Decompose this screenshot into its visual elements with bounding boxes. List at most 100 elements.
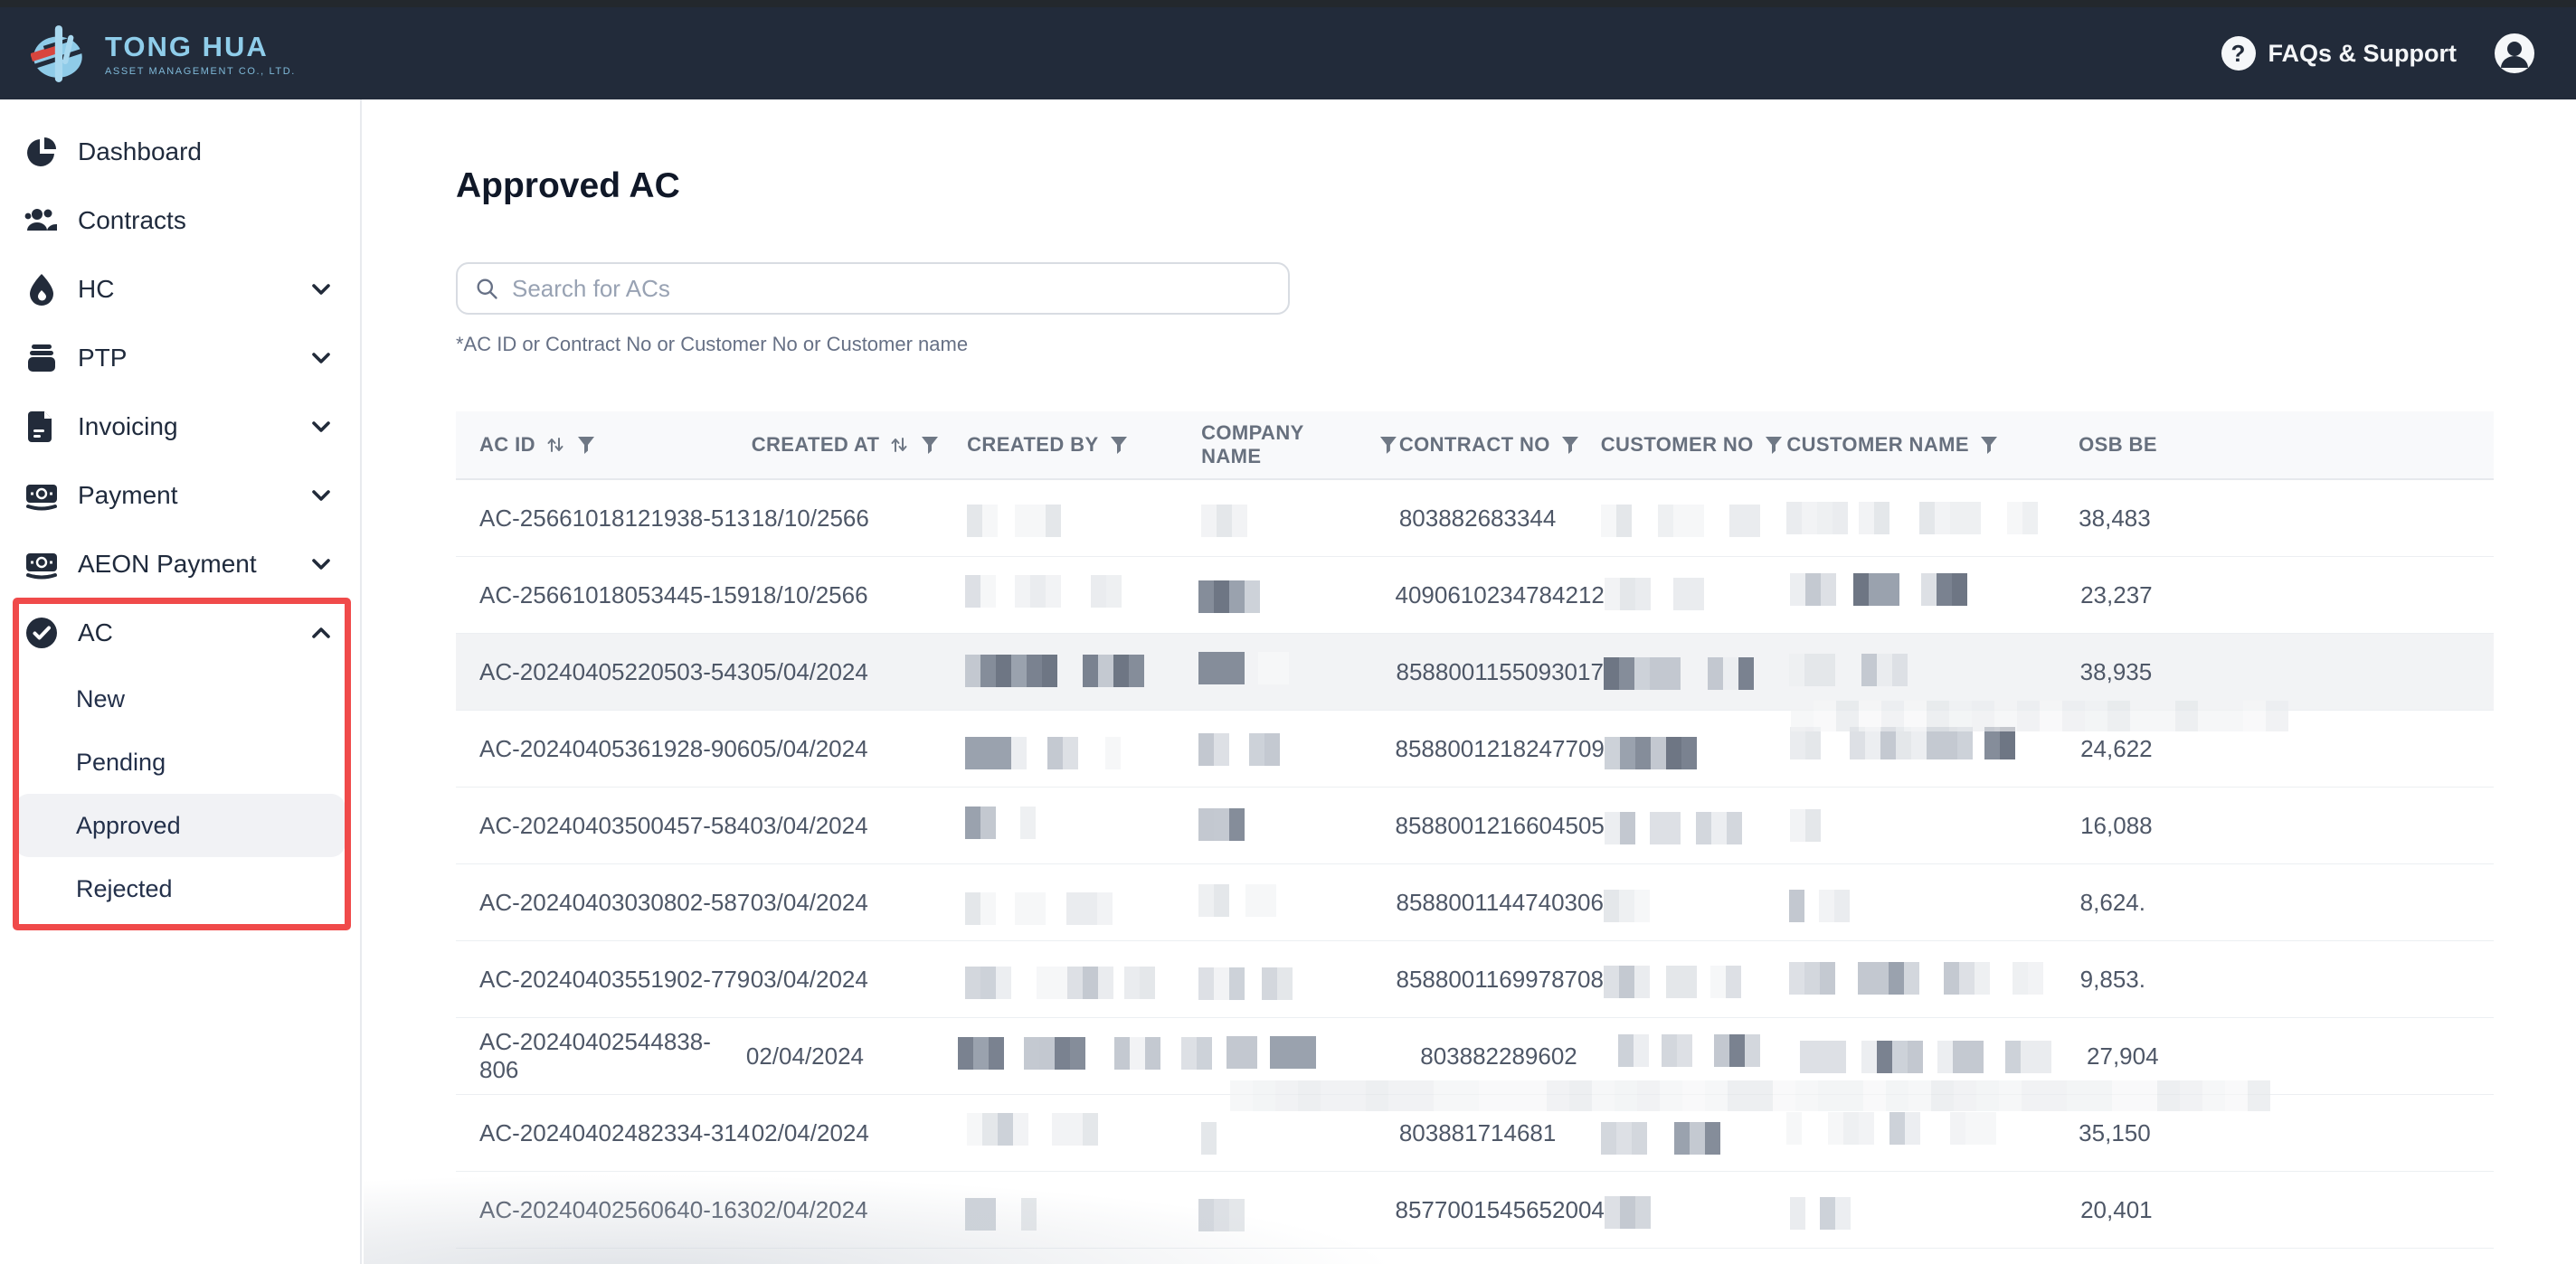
cell-created-at: 02/04/2024 (750, 1195, 868, 1223)
invoicing-icon (24, 409, 60, 445)
cell-created-at: 02/04/2024 (751, 1118, 869, 1146)
sidebar-item-aeon-payment[interactable]: AEON Payment (0, 530, 360, 599)
column-header-ac-id[interactable]: AC ID (456, 411, 752, 478)
filter-icon[interactable] (575, 434, 597, 456)
column-header-customer-no[interactable]: CUSTOMER NO (1601, 411, 1787, 478)
cell-customer-name (1786, 480, 2079, 556)
table-row[interactable]: AC-25661018053445-159 18/10/2566 409061023… (456, 557, 2494, 634)
column-label: AC ID (479, 433, 535, 456)
redacted-text (1198, 967, 1308, 1000)
redacted-text (1604, 578, 1718, 610)
cell-created-by (964, 788, 1198, 863)
sidebar-subitem-pending[interactable]: Pending (76, 748, 166, 776)
table-row[interactable]: AC-20240403551902-779 03/04/2024 858800116… (456, 941, 2494, 1018)
sort-icon[interactable] (545, 433, 566, 457)
redacted-text (964, 737, 1136, 769)
column-header-osb-be: OSB BE (2079, 411, 2494, 478)
column-header-created-by[interactable]: CREATED BY (967, 411, 1201, 478)
sidebar-subitem-rejected[interactable]: Rejected (76, 874, 173, 902)
column-header-created-at[interactable]: CREATED AT (752, 411, 967, 478)
filter-icon[interactable] (1978, 434, 2000, 456)
cell-ac-id: AC-20240402482334-314 (479, 1118, 751, 1146)
filter-icon[interactable] (919, 434, 941, 456)
sidebar-item-invoicing[interactable]: Invoicing (0, 392, 360, 461)
cell-osb: 35,150 (2079, 1118, 2151, 1146)
cell-company-name (1198, 941, 1396, 1017)
cell-company-name (1198, 711, 1396, 787)
filter-icon[interactable] (1108, 434, 1130, 456)
sidebar-item-dashboard[interactable]: Dashboard (0, 118, 360, 186)
redacted-text (1604, 1196, 1670, 1229)
dashboard-icon (24, 134, 60, 170)
cell-company-name (1226, 1018, 1421, 1094)
table-row[interactable]: AC-20240402560640-163 02/04/2024 857700154… (456, 1172, 2494, 1249)
redacted-text (1789, 573, 1980, 606)
redacted-text (1226, 1036, 1334, 1069)
sidebar-subitem-approved[interactable]: Approved (14, 794, 346, 857)
cell-ac-id: AC-20240403030802-587 (479, 888, 751, 916)
redaction-band (1791, 701, 2288, 731)
chevron-down-icon (312, 421, 330, 432)
cell-customer-no (1604, 557, 1790, 633)
column-header-customer-name[interactable]: CUSTOMER NAME (1786, 411, 2079, 478)
table-row[interactable]: AC-20240403030802-587 03/04/2024 858800114… (456, 864, 2494, 941)
cell-company-name (1198, 634, 1396, 710)
filter-icon[interactable] (1378, 434, 1399, 456)
approved-ac-table: AC ID CREATED AT CREATED BY COMPANY NAME CON… (456, 411, 2494, 1264)
sidebar-item-hc[interactable]: HC (0, 255, 360, 324)
payment-icon (24, 477, 60, 514)
chevron-down-icon (312, 353, 330, 363)
cell-osb: 27,904 (2087, 1042, 2159, 1070)
cell-company-name (1201, 1095, 1399, 1171)
cell-customer-name (1789, 557, 2080, 633)
column-header-company-name[interactable]: COMPANY NAME (1201, 411, 1399, 478)
redacted-text (1201, 1122, 1235, 1155)
cell-osb: 8,624. (2079, 888, 2145, 916)
brand-logo: TONG HUA ASSET MANAGEMENT CO., LTD. (31, 24, 296, 83)
cell-ac-id: AC-20240403500457-584 (479, 811, 751, 839)
cell-company-name (1198, 557, 1396, 633)
help-icon: ? (2221, 36, 2256, 71)
redacted-text (1786, 502, 2066, 534)
redacted-text (1198, 884, 1295, 917)
sidebar-item-ptp[interactable]: PTP (0, 324, 360, 392)
cell-created-at: 03/04/2024 (750, 811, 868, 839)
redacted-text (964, 1198, 1061, 1231)
redacted-text (1604, 737, 1711, 769)
topbar: TONG HUA ASSET MANAGEMENT CO., LTD. ? FA… (0, 0, 2576, 99)
sidebar-item-ac[interactable]: AC (0, 599, 360, 667)
cell-customer-no (1603, 634, 1789, 710)
sort-icon[interactable] (888, 433, 910, 457)
sidebar-item-payment[interactable]: Payment (0, 461, 360, 530)
table-row[interactable]: AC-20240405220503-543 05/04/2024 858800115… (456, 634, 2494, 711)
cell-customer-name (1789, 711, 2080, 787)
chevron-down-icon (312, 284, 330, 295)
ac-icon (24, 615, 60, 651)
cell-osb: 38,483 (2079, 504, 2151, 532)
cell-created-by (964, 1172, 1198, 1248)
table-row[interactable]: AC-25661018121938-513 18/10/2566 803882683… (456, 480, 2494, 557)
redacted-text (1198, 733, 1296, 766)
redacted-text (1789, 809, 1844, 842)
sidebar-subitem-new[interactable]: New (76, 684, 126, 712)
column-header-contract-no[interactable]: CONTRACT NO (1399, 411, 1601, 478)
search-hint: *AC ID or Contract No or Customer No or … (456, 333, 969, 355)
brand-logo-icon (31, 25, 84, 82)
cell-contract-no: 803882289602 (1420, 1042, 1577, 1070)
table-row[interactable]: AC-20240403500457-584 03/04/2024 858800121… (456, 788, 2494, 864)
cell-customer-no (1603, 941, 1789, 1017)
cell-created-at: 18/10/2566 (750, 580, 868, 608)
filter-icon[interactable] (1559, 434, 1581, 456)
redacted-text (964, 807, 1057, 839)
cell-contract-no: 8588001169978708 (1396, 965, 1604, 993)
search-input[interactable] (512, 274, 1272, 303)
faqs-support-button[interactable]: ? FAQs & Support (2221, 36, 2457, 71)
cell-contract-no: 803881714681 (1398, 1118, 1557, 1146)
column-label: CREATED AT (751, 433, 880, 456)
avatar[interactable] (2493, 32, 2536, 75)
search-box[interactable] (456, 262, 1290, 315)
filter-icon[interactable] (1763, 434, 1785, 456)
cell-created-by (964, 557, 1198, 633)
cell-osb: 9,853. (2079, 965, 2145, 993)
sidebar-item-contracts[interactable]: Contracts (0, 186, 360, 255)
